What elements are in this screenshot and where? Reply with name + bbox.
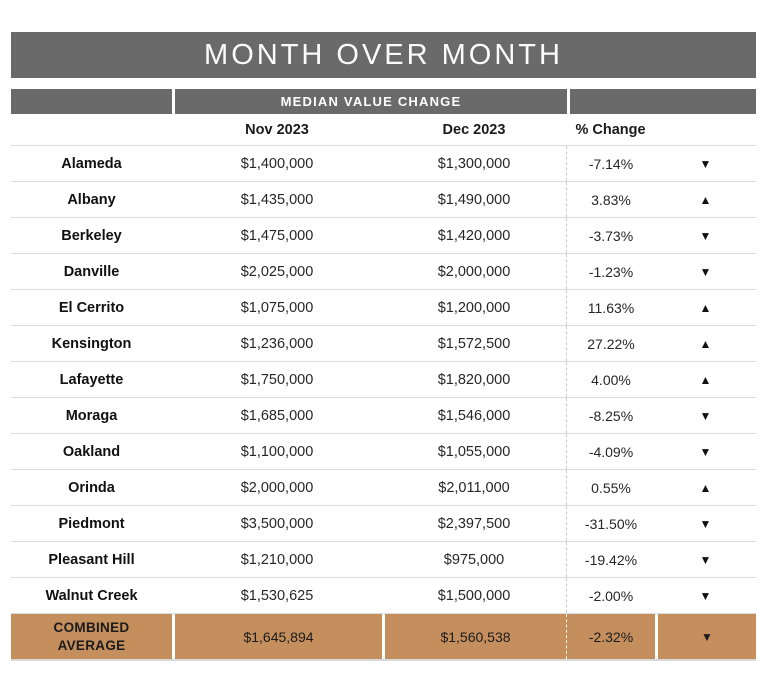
change-direction-icon: ▼ — [699, 408, 712, 423]
table-row: Moraga $1,685,000 $1,546,000 -8.25% ▼ — [11, 398, 756, 434]
change-direction-icon: ▲ — [699, 192, 712, 207]
combined-average-label: COMBINED AVERAGE — [11, 614, 172, 659]
change-direction-icon: ▼ — [699, 516, 712, 531]
column-header-dec: Dec 2023 — [442, 121, 506, 138]
nov-value: $1,750,000 — [240, 371, 314, 388]
page-title: MONTH OVER MONTH — [204, 38, 563, 71]
combined-nov-value: $1,645,894 — [175, 614, 382, 659]
table-row: El Cerrito $1,075,000 $1,200,000 11.63% … — [11, 290, 756, 326]
dec-value: $1,546,000 — [437, 407, 511, 424]
nov-value: $1,475,000 — [240, 227, 314, 244]
change-direction-icon: ▲ — [699, 336, 712, 351]
city-name: Moraga — [65, 407, 118, 424]
combined-label-line1: COMBINED — [53, 619, 130, 635]
group-header-left-block — [11, 89, 172, 114]
table-row: Alameda $1,400,000 $1,300,000 -7.14% ▼ — [11, 146, 756, 182]
dec-value: $1,300,000 — [437, 155, 511, 172]
nov-value: $3,500,000 — [240, 515, 314, 532]
pct-change: -4.09% — [566, 434, 655, 469]
dec-value: $1,200,000 — [437, 299, 511, 316]
city-name: Lafayette — [59, 371, 124, 388]
pct-change: 27.22% — [566, 326, 655, 361]
pct-change: -19.42% — [566, 542, 655, 577]
city-name: Oakland — [62, 443, 121, 460]
change-direction-icon: ▲ — [699, 372, 712, 387]
combined-pct-change: -2.32% — [566, 614, 655, 659]
change-direction-icon: ▼ — [699, 156, 712, 171]
nov-value: $1,400,000 — [240, 155, 314, 172]
city-name: Danville — [63, 263, 120, 280]
dec-value: $2,011,000 — [438, 479, 510, 496]
nov-value: $1,236,000 — [240, 335, 314, 352]
combined-dec-value: $1,560,538 — [385, 614, 566, 659]
dec-value: $1,820,000 — [437, 371, 511, 388]
table-row: Orinda $2,000,000 $2,011,000 0.55% ▲ — [11, 470, 756, 506]
nov-value: $1,210,000 — [240, 551, 314, 568]
dec-value: $1,572,500 — [437, 335, 511, 352]
change-direction-icon: ▼ — [699, 552, 712, 567]
city-name: Berkeley — [61, 227, 122, 244]
nov-value: $1,530,625 — [240, 587, 314, 604]
change-direction-icon: ▼ — [699, 588, 712, 603]
city-name: El Cerrito — [58, 299, 125, 316]
column-header-row: Nov 2023 Dec 2023 % Change — [11, 114, 756, 146]
nov-value: $1,075,000 — [240, 299, 314, 316]
combined-label-line2: AVERAGE — [57, 637, 126, 653]
city-name: Walnut Creek — [45, 587, 138, 604]
column-header-nov: Nov 2023 — [245, 121, 309, 138]
group-header-label: MEDIAN VALUE CHANGE — [175, 89, 567, 114]
pct-change: -2.00% — [566, 578, 655, 613]
pct-change: 11.63% — [566, 290, 655, 325]
group-header-right-block — [570, 89, 756, 114]
table-content: MONTH OVER MONTH MEDIAN VALUE CHANGE Nov… — [11, 32, 756, 661]
city-name: Alameda — [61, 155, 122, 172]
city-name: Kensington — [51, 335, 132, 352]
column-header-pct: % Change — [575, 121, 646, 138]
table-row: Kensington $1,236,000 $1,572,500 27.22% … — [11, 326, 756, 362]
table-row: Oakland $1,100,000 $1,055,000 -4.09% ▼ — [11, 434, 756, 470]
change-direction-icon: ▼ — [699, 228, 712, 243]
dec-value: $1,500,000 — [437, 587, 511, 604]
table-row: Berkeley $1,475,000 $1,420,000 -3.73% ▼ — [11, 218, 756, 254]
change-direction-icon: ▼ — [699, 264, 712, 279]
pct-change: -3.73% — [566, 218, 655, 253]
pct-change: -7.14% — [566, 146, 655, 181]
city-name: Orinda — [68, 479, 115, 496]
combined-average-row: COMBINED AVERAGE $1,645,894 $1,560,538 -… — [11, 614, 756, 661]
dec-value: $2,000,000 — [437, 263, 511, 280]
nov-value: $1,685,000 — [240, 407, 314, 424]
nov-value: $1,100,000 — [240, 443, 314, 460]
table-row: Walnut Creek $1,530,625 $1,500,000 -2.00… — [11, 578, 756, 614]
dec-value: $1,490,000 — [437, 191, 511, 208]
change-direction-icon: ▼ — [658, 614, 756, 659]
city-name: Pleasant Hill — [48, 551, 135, 568]
table-row: Piedmont $3,500,000 $2,397,500 -31.50% ▼ — [11, 506, 756, 542]
table-row: Pleasant Hill $1,210,000 $975,000 -19.42… — [11, 542, 756, 578]
nov-value: $2,025,000 — [240, 263, 314, 280]
change-direction-icon: ▲ — [699, 480, 712, 495]
city-name: Piedmont — [58, 515, 125, 532]
dec-value: $1,055,000 — [437, 443, 511, 460]
pct-change: 3.83% — [566, 182, 655, 217]
table-body: Alameda $1,400,000 $1,300,000 -7.14% ▼ A… — [11, 146, 756, 614]
dec-value: $2,397,500 — [437, 515, 511, 532]
change-direction-icon: ▲ — [699, 300, 712, 315]
pct-change: 0.55% — [566, 470, 655, 505]
nov-value: $1,435,000 — [240, 191, 314, 208]
change-direction-icon: ▼ — [699, 444, 712, 459]
pct-change: 4.00% — [566, 362, 655, 397]
pct-change: -31.50% — [566, 506, 655, 541]
dec-value: $1,420,000 — [437, 227, 511, 244]
group-header-row: MEDIAN VALUE CHANGE — [11, 89, 756, 114]
table-row: Albany $1,435,000 $1,490,000 3.83% ▲ — [11, 182, 756, 218]
city-name: Albany — [67, 191, 116, 208]
dec-value: $975,000 — [443, 551, 505, 568]
nov-value: $2,000,000 — [240, 479, 314, 496]
title-banner: MONTH OVER MONTH — [11, 32, 756, 78]
table-row: Lafayette $1,750,000 $1,820,000 4.00% ▲ — [11, 362, 756, 398]
table-row: Danville $2,025,000 $2,000,000 -1.23% ▼ — [11, 254, 756, 290]
pct-change: -8.25% — [566, 398, 655, 433]
pct-change: -1.23% — [566, 254, 655, 289]
